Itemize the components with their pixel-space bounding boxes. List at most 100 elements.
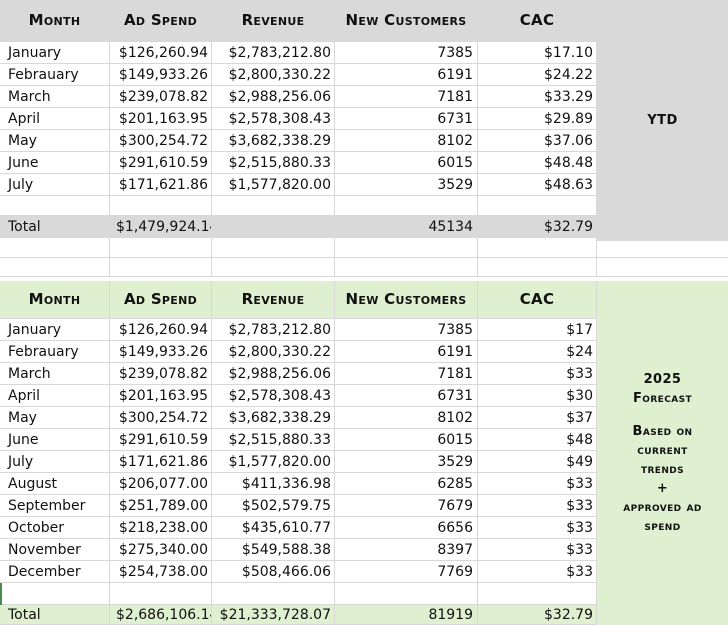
forecast-header-row-cell-0[interactable]: Month <box>0 281 110 319</box>
forecast-header-row-cell-3[interactable]: New Customers <box>335 281 478 319</box>
forecast-row-5-cell-1[interactable]: $291,610.59 <box>110 429 212 451</box>
spacer-row-1-cell-4[interactable] <box>478 238 597 258</box>
forecast-blank-row-cell-1[interactable] <box>110 583 212 605</box>
ytd-row-1-cell-2[interactable]: $2,800,330.22 <box>212 64 335 86</box>
forecast-row-5-cell-4[interactable]: $48 <box>478 429 597 451</box>
forecast-row-0-cell-4[interactable]: $17 <box>478 319 597 341</box>
forecast-row-6-cell-4[interactable]: $49 <box>478 451 597 473</box>
forecast-row-4-cell-1[interactable]: $300,254.72 <box>110 407 212 429</box>
ytd-blank-row-cell-1[interactable] <box>110 196 212 216</box>
forecast-row-9-cell-0[interactable]: October <box>0 517 110 539</box>
forecast-row-6-cell-0[interactable]: July <box>0 451 110 473</box>
forecast-row-7-cell-4[interactable]: $33 <box>478 473 597 495</box>
forecast-row-5-cell-0[interactable]: June <box>0 429 110 451</box>
forecast-row-5-cell-3[interactable]: 6015 <box>335 429 478 451</box>
ytd-total-row-cell-3[interactable]: 45134 <box>335 216 478 238</box>
ytd-row-6-cell-2[interactable]: $1,577,820.00 <box>212 174 335 196</box>
forecast-row-0-cell-2[interactable]: $2,783,212.80 <box>212 319 335 341</box>
forecast-row-8-cell-2[interactable]: $502,579.75 <box>212 495 335 517</box>
forecast-row-4-cell-4[interactable]: $37 <box>478 407 597 429</box>
forecast-row-3-cell-2[interactable]: $2,578,308.43 <box>212 385 335 407</box>
ytd-total-row-cell-1[interactable]: $1,479,924.14 <box>110 216 212 238</box>
forecast-blank-row-cell-3[interactable] <box>335 583 478 605</box>
ytd-row-5-cell-4[interactable]: $48.48 <box>478 152 597 174</box>
ytd-row-1-cell-3[interactable]: 6191 <box>335 64 478 86</box>
forecast-row-2-cell-3[interactable]: 7181 <box>335 363 478 385</box>
ytd-row-3-cell-0[interactable]: April <box>0 108 110 130</box>
forecast-row-10-cell-3[interactable]: 8397 <box>335 539 478 561</box>
forecast-total-row-cell-1[interactable]: $2,686,106.14 <box>110 605 212 625</box>
forecast-row-6-cell-2[interactable]: $1,577,820.00 <box>212 451 335 473</box>
ytd-row-0-cell-4[interactable]: $17.10 <box>478 42 597 64</box>
forecast-row-2-cell-1[interactable]: $239,078.82 <box>110 363 212 385</box>
ytd-row-0-cell-3[interactable]: 7385 <box>335 42 478 64</box>
forecast-row-8-cell-4[interactable]: $33 <box>478 495 597 517</box>
spacer-row-1-cell-1[interactable] <box>110 238 212 258</box>
spacer-row-1-cell-0[interactable] <box>0 238 110 258</box>
spacer-row-2-cell-side[interactable] <box>597 258 728 277</box>
ytd-row-1-cell-4[interactable]: $24.22 <box>478 64 597 86</box>
ytd-row-4-cell-0[interactable]: May <box>0 130 110 152</box>
forecast-total-row-cell-0[interactable]: Total <box>0 605 110 625</box>
ytd-row-4-cell-3[interactable]: 8102 <box>335 130 478 152</box>
ytd-row-2-cell-0[interactable]: March <box>0 86 110 108</box>
forecast-row-4-cell-0[interactable]: May <box>0 407 110 429</box>
ytd-row-3-cell-1[interactable]: $201,163.95 <box>110 108 212 130</box>
forecast-row-10-cell-2[interactable]: $549,588.38 <box>212 539 335 561</box>
forecast-row-1-cell-2[interactable]: $2,800,330.22 <box>212 341 335 363</box>
ytd-total-row-cell-4[interactable]: $32.79 <box>478 216 597 238</box>
forecast-row-7-cell-3[interactable]: 6285 <box>335 473 478 495</box>
ytd-row-0-cell-0[interactable]: January <box>0 42 110 64</box>
ytd-row-5-cell-1[interactable]: $291,610.59 <box>110 152 212 174</box>
ytd-row-4-cell-4[interactable]: $37.06 <box>478 130 597 152</box>
spacer-row-2-cell-2[interactable] <box>212 258 335 277</box>
spacer-row-2-cell-1[interactable] <box>110 258 212 277</box>
forecast-row-8-cell-0[interactable]: September <box>0 495 110 517</box>
forecast-blank-row-cell-0[interactable] <box>0 583 110 605</box>
forecast-row-9-cell-2[interactable]: $435,610.77 <box>212 517 335 539</box>
forecast-row-8-cell-1[interactable]: $251,789.00 <box>110 495 212 517</box>
forecast-row-3-cell-3[interactable]: 6731 <box>335 385 478 407</box>
ytd-row-1-cell-1[interactable]: $149,933.26 <box>110 64 212 86</box>
ytd-header-row-cell-0[interactable]: Month <box>0 0 110 42</box>
ytd-blank-row-cell-3[interactable] <box>335 196 478 216</box>
forecast-row-3-cell-0[interactable]: April <box>0 385 110 407</box>
forecast-total-row-cell-4[interactable]: $32.79 <box>478 605 597 625</box>
ytd-row-6-cell-3[interactable]: 3529 <box>335 174 478 196</box>
ytd-row-0-cell-2[interactable]: $2,783,212.80 <box>212 42 335 64</box>
ytd-row-5-cell-3[interactable]: 6015 <box>335 152 478 174</box>
forecast-row-11-cell-3[interactable]: 7769 <box>335 561 478 583</box>
forecast-header-row-cell-2[interactable]: Revenue <box>212 281 335 319</box>
ytd-header-row-cell-1[interactable]: Ad Spend <box>110 0 212 42</box>
forecast-row-11-cell-2[interactable]: $508,466.06 <box>212 561 335 583</box>
ytd-row-0-cell-1[interactable]: $126,260.94 <box>110 42 212 64</box>
forecast-row-4-cell-2[interactable]: $3,682,338.29 <box>212 407 335 429</box>
forecast-row-2-cell-2[interactable]: $2,988,256.06 <box>212 363 335 385</box>
ytd-row-3-cell-4[interactable]: $29.89 <box>478 108 597 130</box>
forecast-row-4-cell-3[interactable]: 8102 <box>335 407 478 429</box>
forecast-row-9-cell-4[interactable]: $33 <box>478 517 597 539</box>
ytd-row-6-cell-1[interactable]: $171,621.86 <box>110 174 212 196</box>
forecast-row-0-cell-0[interactable]: January <box>0 319 110 341</box>
forecast-row-6-cell-1[interactable]: $171,621.86 <box>110 451 212 473</box>
ytd-row-5-cell-0[interactable]: June <box>0 152 110 174</box>
forecast-row-1-cell-3[interactable]: 6191 <box>335 341 478 363</box>
forecast-row-1-cell-0[interactable]: Febrauary <box>0 341 110 363</box>
forecast-row-11-cell-0[interactable]: December <box>0 561 110 583</box>
ytd-row-2-cell-4[interactable]: $33.29 <box>478 86 597 108</box>
ytd-row-3-cell-2[interactable]: $2,578,308.43 <box>212 108 335 130</box>
ytd-header-row-cell-4[interactable]: CAC <box>478 0 597 42</box>
forecast-row-10-cell-4[interactable]: $33 <box>478 539 597 561</box>
spacer-row-2-cell-0[interactable] <box>0 258 110 277</box>
forecast-row-8-cell-3[interactable]: 7679 <box>335 495 478 517</box>
forecast-row-1-cell-1[interactable]: $149,933.26 <box>110 341 212 363</box>
spacer-row-1-cell-side[interactable] <box>597 238 728 258</box>
ytd-header-row-cell-2[interactable]: Revenue <box>212 0 335 42</box>
ytd-row-2-cell-3[interactable]: 7181 <box>335 86 478 108</box>
forecast-row-10-cell-0[interactable]: November <box>0 539 110 561</box>
forecast-row-2-cell-0[interactable]: March <box>0 363 110 385</box>
forecast-row-0-cell-1[interactable]: $126,260.94 <box>110 319 212 341</box>
forecast-header-row-cell-4[interactable]: CAC <box>478 281 597 319</box>
forecast-total-row-cell-2[interactable]: $21,333,728.07 <box>212 605 335 625</box>
spacer-row-1-cell-2[interactable] <box>212 238 335 258</box>
